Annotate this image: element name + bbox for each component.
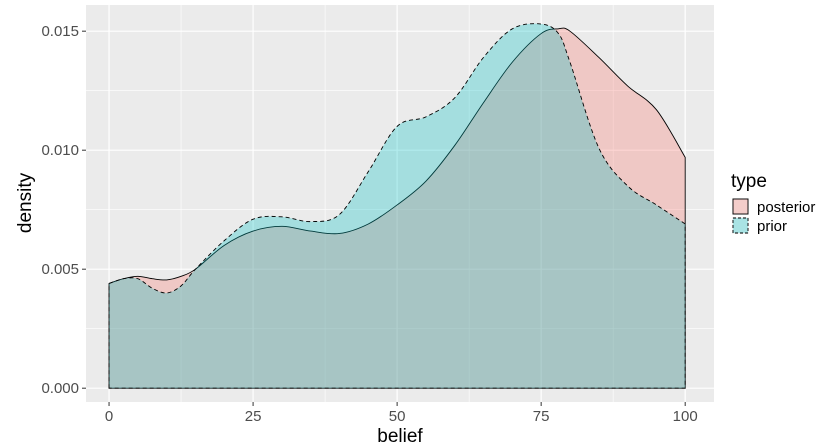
- y-tick-label: 0.015: [41, 23, 79, 40]
- y-axis-title: density: [15, 172, 36, 233]
- x-tick-label: 75: [533, 408, 550, 425]
- x-tick-label: 0: [105, 408, 113, 425]
- legend-key-bg: [732, 198, 749, 215]
- x-tick-label: 100: [673, 408, 698, 425]
- axes: 0 25 50 75 100 0.000 0.005 0.010 0.015: [41, 23, 697, 425]
- x-tick-label: 50: [389, 408, 406, 425]
- legend: type posterior prior: [731, 171, 815, 235]
- x-axis-title: belief: [377, 426, 423, 447]
- y-tick-label: 0.000: [41, 380, 79, 397]
- legend-key-bg: [732, 217, 749, 234]
- legend-title: type: [731, 171, 767, 192]
- y-tick-label: 0.005: [41, 261, 79, 278]
- legend-key-posterior: [732, 198, 749, 215]
- grid-lines: [86, 5, 714, 402]
- x-tick-label: 25: [245, 408, 262, 425]
- legend-label-prior: prior: [757, 218, 787, 235]
- density-areas: [108, 23, 686, 389]
- legend-label-posterior: posterior: [757, 199, 815, 216]
- legend-key-prior: [732, 217, 749, 234]
- plot-panel: [86, 5, 714, 402]
- y-tick-label: 0.010: [41, 142, 79, 159]
- density-area-posterior: [108, 27, 686, 389]
- density-area-prior: [108, 23, 686, 389]
